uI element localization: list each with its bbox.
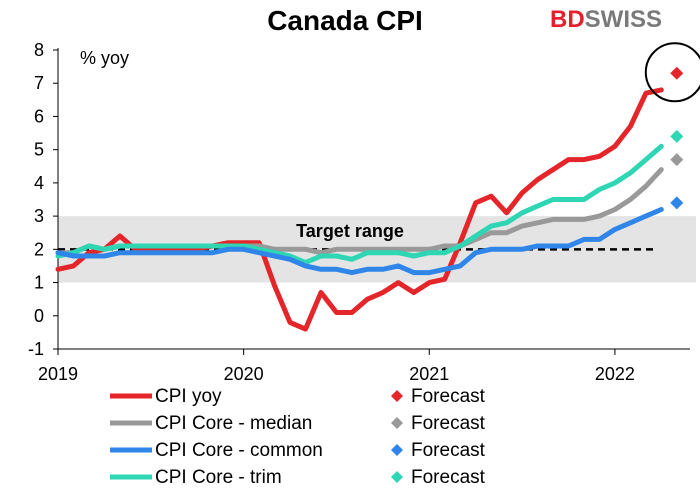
y-tick-label: 0 [34,306,44,326]
legend-forecast-label: Forecast [411,413,486,434]
legend-swatch-diamond [391,417,403,429]
x-tick-label: 2019 [38,364,78,384]
x-tick-label: 2021 [409,364,449,384]
legend-swatch-diamond [391,471,403,483]
legend-swatch-diamond [391,390,403,402]
svg-text:BDSWISS: BDSWISS [550,6,662,33]
brand-logo: BDSWISS [550,6,662,33]
chart-title: Canada CPI [267,5,423,36]
legend-forecast-label: Forecast [411,467,486,488]
y-tick-label: -1 [28,339,44,359]
legend-label: CPI Core - common [155,440,323,461]
legend-forecast-label: Forecast [411,440,486,461]
y-tick-label: 2 [34,239,44,259]
brand-logo-part-2: SWISS [585,6,662,33]
forecast-marker-cpi-core-common [670,196,684,210]
legend-label: CPI Core - trim [155,467,282,488]
legend-label: CPI Core - median [155,413,312,434]
x-tick-label: 2020 [224,364,264,384]
forecast-marker-cpi-core-trim [670,129,684,143]
y-tick-label: 4 [34,173,44,193]
y-tick-label: 8 [34,40,44,60]
series-line-cpi-core-common [55,207,664,276]
brand-logo-part-1: BD [550,6,585,33]
y-tick-label: 1 [34,273,44,293]
highlight-circle [644,42,700,103]
legend-forecast-label: Forecast [411,386,486,407]
forecast-marker-cpi-core-median [670,153,684,167]
y-tick-label: 6 [34,106,44,126]
y-tick-label: 5 [34,140,44,160]
x-tick-label: 2022 [595,364,635,384]
target-range-label: Target range [296,221,404,241]
legend-swatch-diamond [391,444,403,456]
y-tick-label: 7 [34,73,44,93]
legend-label: CPI yoy [155,386,222,407]
series-line-cpi-core-trim [55,143,664,266]
forecast-marker-cpi-yoy [670,66,684,80]
y-axis-label: % yoy [80,48,129,68]
series-line-cpi-yoy [55,87,664,332]
y-tick-label: 3 [34,206,44,226]
